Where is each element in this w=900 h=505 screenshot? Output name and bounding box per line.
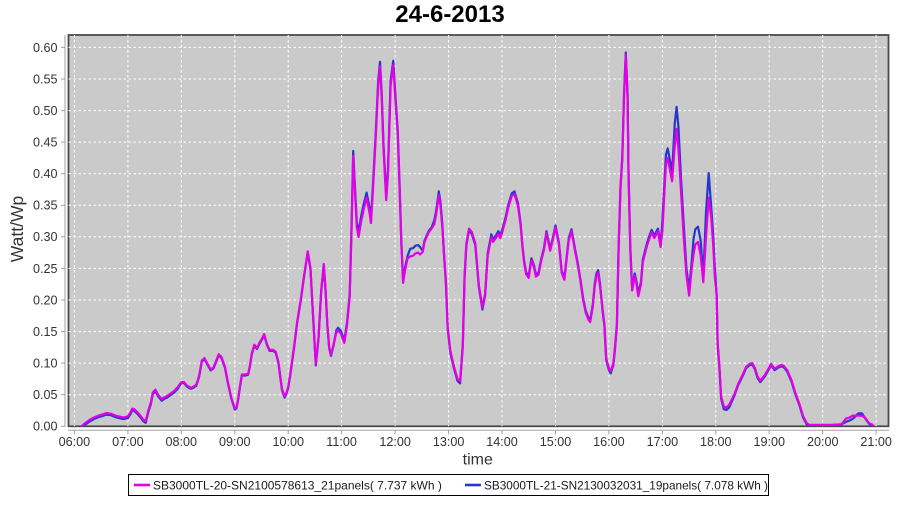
svg-text:0.00: 0.00: [33, 420, 58, 434]
svg-text:10:00: 10:00: [272, 435, 304, 449]
svg-text:0.50: 0.50: [33, 104, 58, 118]
svg-text:06:00: 06:00: [59, 435, 91, 449]
svg-text:18:00: 18:00: [700, 435, 732, 449]
svg-text:Watt/Wp: Watt/Wp: [7, 196, 27, 262]
svg-text:13:00: 13:00: [433, 435, 465, 449]
svg-text:0.20: 0.20: [33, 293, 58, 307]
svg-text:0.15: 0.15: [33, 325, 58, 339]
svg-text:time: time: [463, 452, 493, 469]
svg-text:0.35: 0.35: [33, 199, 58, 213]
svg-text:15:00: 15:00: [540, 435, 572, 449]
svg-text:19:00: 19:00: [753, 435, 785, 449]
svg-text:16:00: 16:00: [593, 435, 625, 449]
svg-text:21:00: 21:00: [860, 435, 892, 449]
svg-text:0.45: 0.45: [33, 136, 58, 150]
svg-text:11:00: 11:00: [326, 435, 357, 449]
svg-text:12:00: 12:00: [379, 435, 411, 449]
svg-text:0.25: 0.25: [33, 262, 58, 276]
svg-text:0.40: 0.40: [33, 167, 58, 181]
svg-text:24-6-2013: 24-6-2013: [395, 1, 504, 28]
svg-text:0.60: 0.60: [33, 41, 58, 55]
svg-text:09:00: 09:00: [219, 435, 251, 449]
svg-text:0.30: 0.30: [33, 230, 58, 244]
svg-text:SB3000TL-20-SN2100578613_21pan: SB3000TL-20-SN2100578613_21panels( 7.737…: [153, 478, 442, 492]
svg-text:20:00: 20:00: [807, 435, 839, 449]
svg-text:0.55: 0.55: [33, 72, 58, 86]
svg-text:0.05: 0.05: [33, 388, 58, 402]
svg-text:08:00: 08:00: [166, 435, 198, 449]
svg-text:14:00: 14:00: [486, 435, 518, 449]
svg-text:0.10: 0.10: [33, 357, 58, 371]
svg-text:07:00: 07:00: [112, 435, 144, 449]
svg-text:17:00: 17:00: [647, 435, 679, 449]
svg-text:SB3000TL-21-SN2130032031_19pan: SB3000TL-21-SN2130032031_19panels( 7.078…: [484, 478, 768, 492]
